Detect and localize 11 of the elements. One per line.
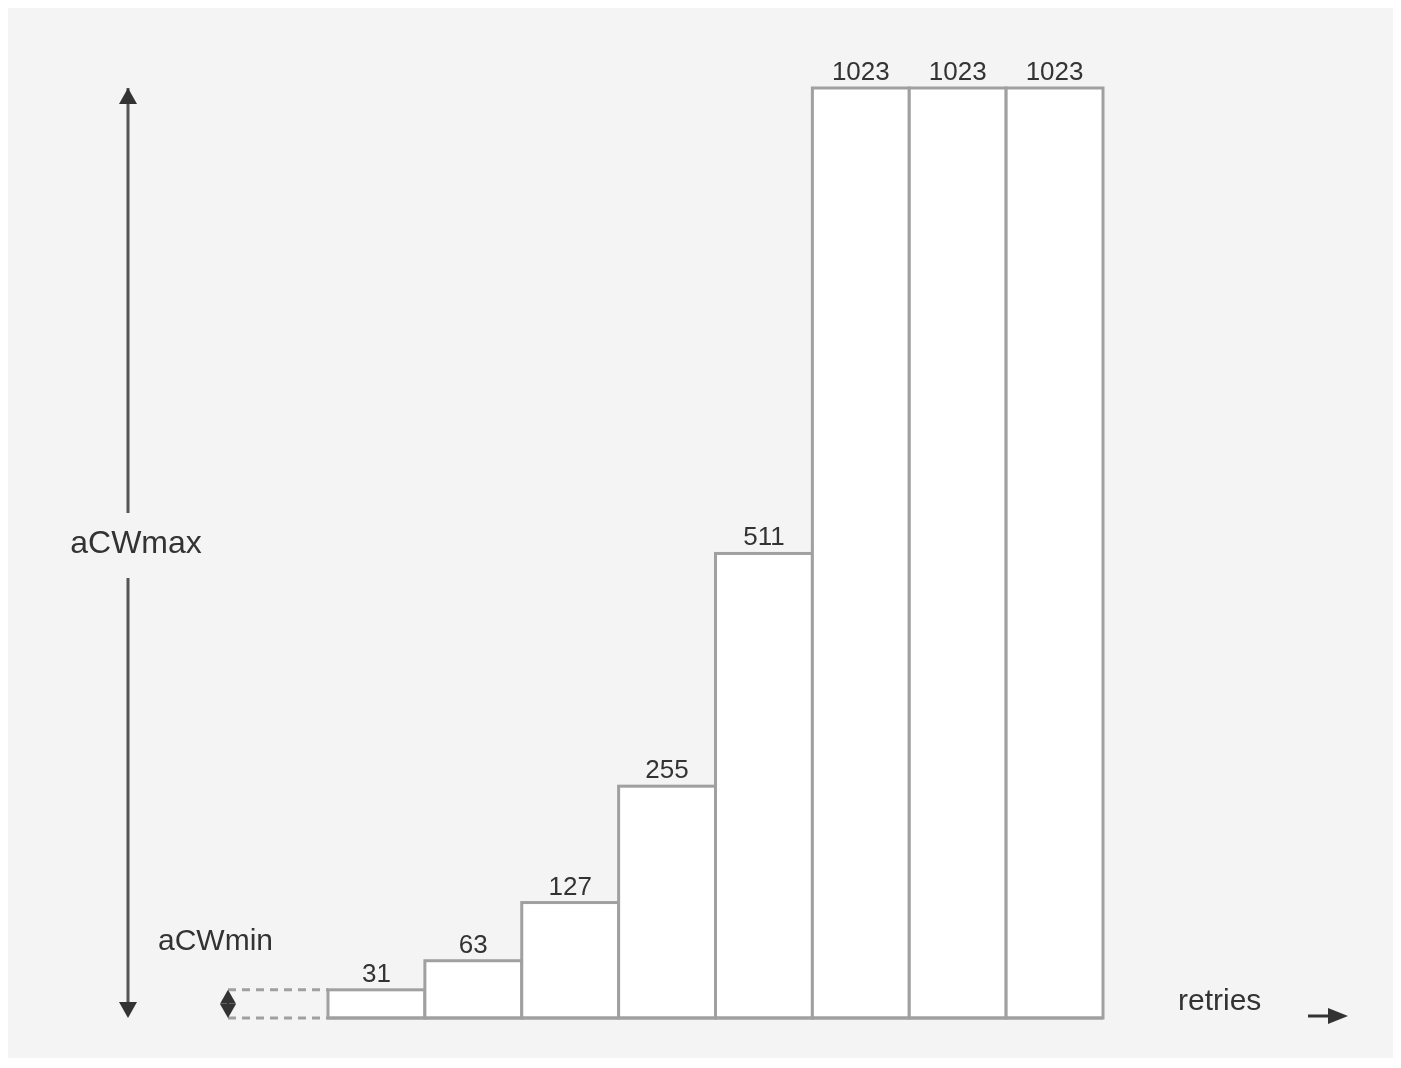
x-axis-title: retries bbox=[1178, 983, 1262, 1016]
data-label: 255 bbox=[645, 754, 689, 785]
ref-line-label: aCWmin bbox=[158, 922, 274, 956]
data-label: 1023 bbox=[1025, 56, 1084, 86]
text: aCWmax bbox=[70, 524, 202, 560]
data-label: 1023 bbox=[831, 56, 890, 86]
data-label: 127 bbox=[548, 870, 592, 901]
data-label: 511 bbox=[743, 521, 785, 552]
data-label: 63 bbox=[458, 928, 488, 959]
data-label: 1023 bbox=[928, 56, 987, 86]
data-label: 31 bbox=[361, 957, 391, 988]
